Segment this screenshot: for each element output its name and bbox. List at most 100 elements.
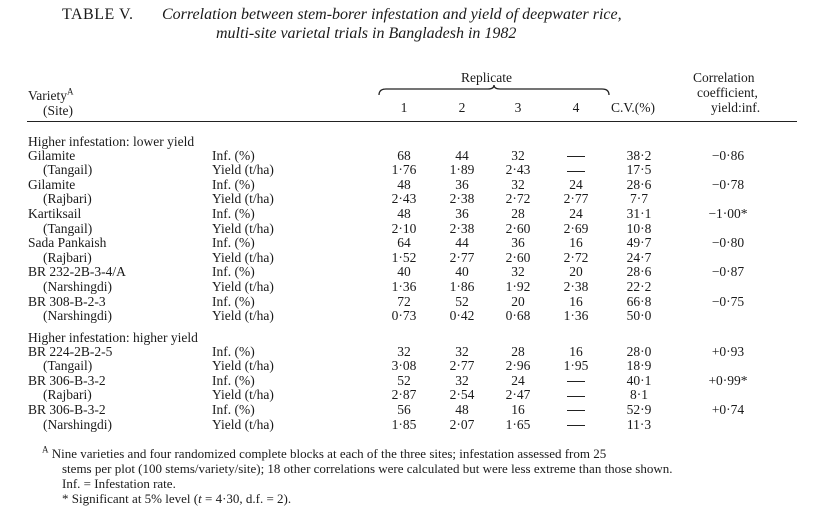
yield-label: Yield (t/ha) bbox=[212, 358, 274, 374]
variety-site: (Tangail) bbox=[43, 162, 93, 178]
infestation-label: Inf. (%) bbox=[212, 235, 255, 251]
infestation-replicate-4 bbox=[558, 403, 594, 418]
cv-yield: 8·1 bbox=[630, 387, 648, 403]
correlation-coefficient: −1·00* bbox=[708, 206, 748, 221]
cv-yield: 10·8 bbox=[626, 220, 652, 236]
variety-name: Gilamite bbox=[28, 176, 76, 192]
variety-name: Gilamite bbox=[28, 147, 76, 163]
footnote-a: A Nine varieties and four randomized com… bbox=[42, 444, 606, 462]
yield-replicate-2: 1·86 bbox=[449, 279, 475, 294]
yield-replicate-2: 1·89 bbox=[449, 162, 475, 178]
variety-column-header: VarietyA bbox=[28, 87, 73, 104]
site-column-header: (Site) bbox=[43, 103, 73, 118]
infestation-replicate-4: 16 bbox=[569, 235, 583, 251]
yield-replicate-4: 2·38 bbox=[563, 279, 589, 294]
correlation-header-line-1: Correlation bbox=[693, 70, 755, 85]
infestation-replicate-1: 40 bbox=[397, 264, 411, 280]
variety-site: (Tangail) bbox=[43, 220, 93, 236]
infestation-replicate-2: 36 bbox=[455, 176, 469, 192]
infestation-replicate-4: 16 bbox=[569, 293, 583, 309]
infestation-replicate-3: 24 bbox=[511, 372, 525, 388]
infestation-replicate-2: 52 bbox=[455, 293, 469, 309]
cv-infestation: 40·1 bbox=[626, 372, 652, 388]
variety-site: (Narshingdi) bbox=[43, 279, 112, 294]
yield-replicate-4 bbox=[558, 388, 594, 403]
yield-replicate-3: 1·65 bbox=[505, 416, 531, 432]
yield-replicate-2: 2·38 bbox=[449, 191, 475, 207]
yield-replicate-1: 2·10 bbox=[391, 220, 417, 236]
infestation-replicate-1: 32 bbox=[397, 343, 411, 359]
replicate-2-header: 2 bbox=[458, 100, 466, 115]
correlation-coefficient: +0·99* bbox=[708, 372, 748, 388]
group-heading: Higher infestation: higher yield bbox=[28, 330, 198, 345]
variety-name: Sada Pankaish bbox=[28, 235, 107, 251]
group-heading: Higher infestation: lower yield bbox=[28, 134, 195, 149]
infestation-replicate-1: 48 bbox=[397, 176, 411, 192]
t-statistic-symbol: t bbox=[198, 491, 202, 506]
correlation-coefficient: −0·86 bbox=[711, 147, 745, 163]
infestation-replicate-4: 20 bbox=[569, 264, 583, 280]
infestation-replicate-3: 32 bbox=[511, 147, 525, 163]
missing-value-dash bbox=[567, 156, 585, 157]
yield-replicate-3: 2·60 bbox=[505, 249, 531, 265]
cv-yield: 17·5 bbox=[626, 162, 652, 178]
infestation-replicate-2: 40 bbox=[455, 264, 469, 280]
infestation-replicate-3: 20 bbox=[511, 293, 525, 309]
infestation-replicate-3: 36 bbox=[511, 235, 525, 251]
correlation-coefficient: +0·93 bbox=[711, 343, 745, 359]
replicate-1-header: 1 bbox=[400, 100, 408, 115]
cv-yield: 18·9 bbox=[626, 358, 652, 374]
yield-replicate-3: 2·72 bbox=[505, 191, 531, 207]
yield-replicate-4: 2·69 bbox=[563, 220, 589, 236]
yield-replicate-2: 2·77 bbox=[449, 358, 475, 374]
footnote-a-marker: A bbox=[42, 444, 49, 455]
significance-suffix: = 4·30, d.f. = 2). bbox=[201, 491, 292, 506]
yield-label: Yield (t/ha) bbox=[212, 249, 274, 265]
infestation-replicate-2: 32 bbox=[455, 343, 469, 359]
infestation-replicate-4: 16 bbox=[569, 343, 583, 359]
infestation-replicate-1: 72 bbox=[397, 293, 411, 309]
yield-replicate-2: 0·42 bbox=[449, 308, 475, 324]
significance-prefix: * Significant at 5% level ( bbox=[62, 491, 199, 506]
yield-label: Yield (t/ha) bbox=[212, 416, 274, 432]
yield-replicate-2: 2·07 bbox=[449, 416, 475, 432]
replicate-4-header: 4 bbox=[572, 100, 580, 115]
infestation-replicate-1: 64 bbox=[397, 235, 411, 251]
variety-site: (Narshingdi) bbox=[43, 308, 112, 324]
cv-infestation: 28·6 bbox=[626, 176, 652, 192]
infestation-replicate-3: 28 bbox=[511, 206, 525, 221]
infestation-label: Inf. (%) bbox=[212, 206, 255, 221]
cv-infestation: 52·9 bbox=[626, 402, 652, 417]
correlation-coefficient: −0·75 bbox=[711, 293, 745, 309]
cv-yield: 24·7 bbox=[626, 249, 652, 265]
cv-infestation: 31·1 bbox=[626, 206, 652, 221]
missing-value-dash bbox=[567, 395, 585, 397]
yield-label: Yield (t/ha) bbox=[212, 308, 274, 324]
infestation-replicate-4: 24 bbox=[569, 206, 583, 221]
infestation-replicate-2: 44 bbox=[455, 235, 469, 251]
yield-label: Yield (t/ha) bbox=[212, 162, 274, 178]
cv-infestation: 66·8 bbox=[626, 293, 652, 309]
yield-replicate-4: 2·72 bbox=[563, 249, 589, 265]
cv-infestation: 28·0 bbox=[626, 343, 652, 359]
variety-name: BR 306-B-3-2 bbox=[28, 372, 106, 388]
variety-name: BR 306-B-3-2 bbox=[28, 402, 106, 417]
yield-replicate-3: 2·96 bbox=[505, 358, 531, 374]
infestation-label: Inf. (%) bbox=[212, 372, 255, 388]
infestation-replicate-3: 32 bbox=[511, 176, 525, 192]
table-title-line-2: multi-site varietal trials in Bangladesh… bbox=[216, 25, 517, 42]
yield-replicate-2: 2·77 bbox=[449, 249, 475, 265]
yield-replicate-2: 2·54 bbox=[449, 387, 475, 403]
infestation-label: Inf. (%) bbox=[212, 264, 255, 280]
correlation-header-line-3: yield:inf. bbox=[711, 100, 761, 115]
cv-infestation: 38·2 bbox=[626, 147, 652, 163]
correlation-coefficient: +0·74 bbox=[711, 402, 745, 417]
yield-replicate-2: 2·38 bbox=[449, 220, 475, 236]
yield-replicate-4: 1·95 bbox=[563, 358, 589, 374]
infestation-replicate-2: 44 bbox=[455, 147, 469, 163]
yield-replicate-4: 1·36 bbox=[563, 308, 589, 324]
yield-replicate-1: 2·87 bbox=[391, 387, 417, 403]
correlation-coefficient: −0·80 bbox=[711, 235, 745, 251]
infestation-replicate-1: 56 bbox=[397, 402, 411, 417]
replicate-3-header: 3 bbox=[514, 100, 522, 115]
